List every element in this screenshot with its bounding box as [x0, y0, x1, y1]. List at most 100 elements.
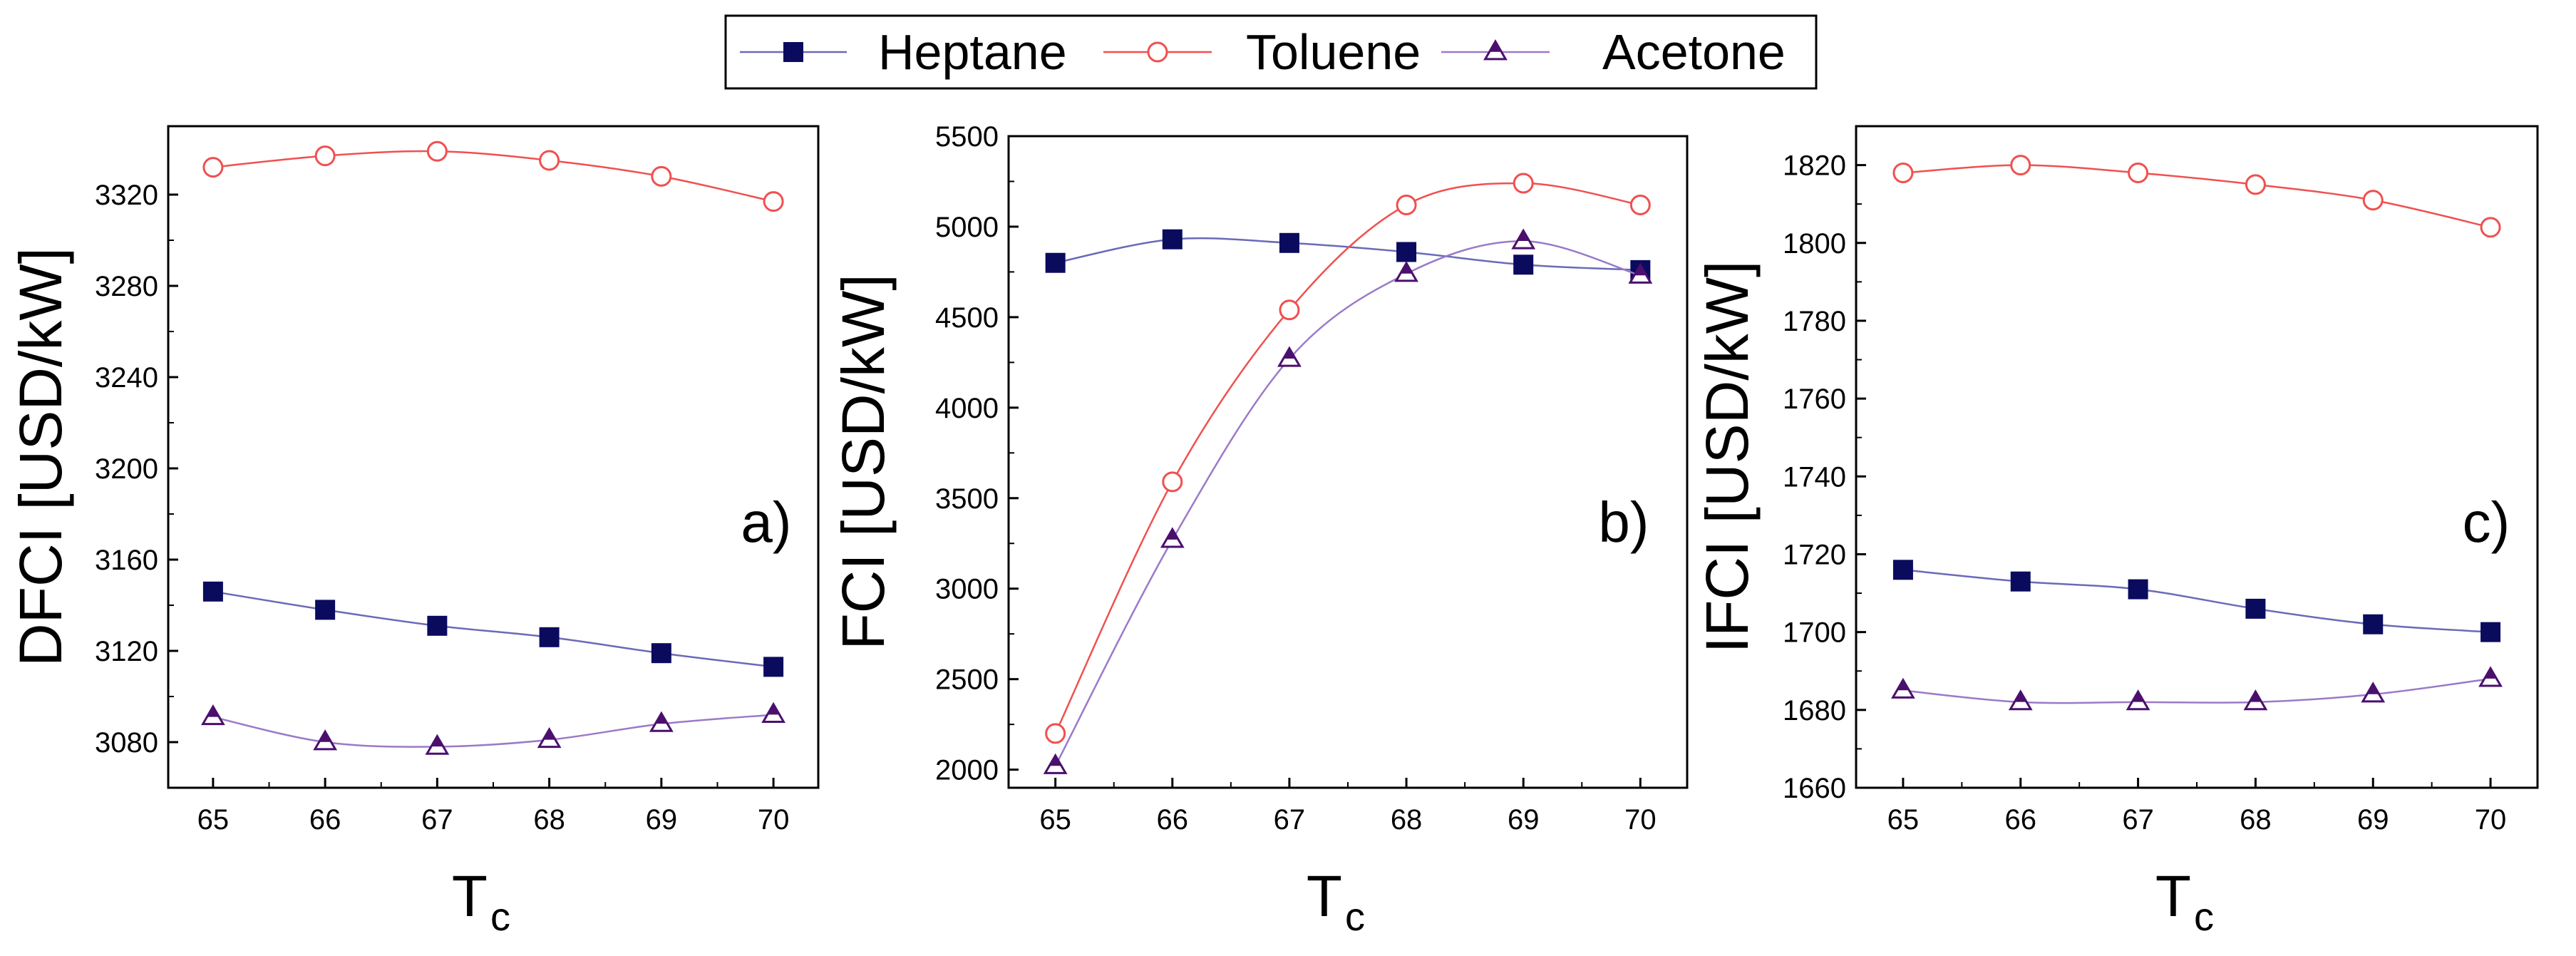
data-point-heptane-1-1	[315, 600, 336, 620]
series-heptane-2	[1045, 229, 1651, 280]
panel-label-1: a)	[741, 490, 791, 554]
data-point-acetone-2-0-fill	[1049, 754, 1063, 766]
legend-marker-acetone-fill	[1488, 40, 1503, 52]
legend-marker-heptane	[783, 42, 803, 62]
data-point-toluene-3-5	[2480, 217, 2501, 238]
data-point-heptane-3-1	[2010, 571, 2031, 592]
series-toluene-3	[1892, 155, 2501, 238]
y-tick-label-3-4: 1740	[1783, 461, 1846, 493]
data-point-acetone-1-2	[425, 734, 450, 755]
legend-label-acetone: Acetone	[1602, 24, 1786, 80]
data-point-acetone-2-3	[1394, 261, 1418, 282]
y-tick-label-3-6: 1780	[1783, 306, 1846, 337]
legend-label-heptane: Heptane	[878, 24, 1067, 80]
data-point-acetone-3-5-fill	[2483, 667, 2498, 679]
data-point-heptane-3-3	[2245, 598, 2266, 619]
chart-panel-1: 3080 3120 3160 3200 3240 3280 3320 65 66 67 68 69 70…	[7, 125, 820, 939]
series-acetone-3	[1891, 666, 2503, 711]
series-line-heptane-3	[1902, 569, 2491, 633]
y-tick-label-2-0: 2000	[935, 755, 999, 786]
data-point-toluene-3-0	[1892, 163, 1914, 184]
data-point-acetone-3-2	[2126, 689, 2150, 711]
legend-box	[724, 14, 1818, 90]
data-point-acetone-1-4	[649, 711, 674, 732]
x-axis-label-main-1: T	[452, 864, 488, 929]
legend-entry-acetone: Acetone	[1441, 24, 1786, 80]
data-point-acetone-1-3	[537, 726, 562, 749]
series-toluene-1	[202, 140, 784, 212]
y-axis-label-1: DFCI [USD/kW]	[7, 247, 74, 667]
y-tick-label-1-4: 3240	[95, 362, 158, 394]
data-point-toluene-1-4	[651, 165, 672, 187]
plot-frame-3	[1855, 125, 2539, 789]
series-line-acetone-2	[1054, 240, 1641, 767]
y-tick-label-1-3: 3200	[95, 453, 158, 485]
data-point-toluene-1-1	[314, 145, 336, 167]
y-tick-label-1-6: 3320	[95, 180, 158, 211]
data-point-acetone-2-0	[1043, 753, 1068, 774]
data-point-toluene-3-4	[2362, 190, 2384, 211]
x-tick-label-3-3: 68	[2240, 804, 2272, 836]
data-point-heptane-2-2	[1279, 232, 1299, 253]
data-point-toluene-2-5	[1629, 194, 1651, 215]
y-tick-label-2-5: 4500	[935, 302, 999, 334]
data-point-acetone-1-1-fill	[318, 730, 332, 742]
data-point-toluene-3-1	[2010, 155, 2031, 176]
data-point-acetone-3-4	[2361, 682, 2386, 703]
legend-label-toluene: Toluene	[1246, 24, 1421, 80]
data-point-acetone-3-0-fill	[1896, 678, 1910, 691]
series-line-toluene-1	[212, 150, 774, 202]
x-tick-label-3-5: 70	[2475, 804, 2507, 836]
data-point-acetone-1-2-fill	[430, 734, 444, 747]
y-tick-label-3-3: 1720	[1783, 539, 1846, 570]
x-tick-label-3-4: 69	[2357, 804, 2389, 836]
series-heptane-3	[1892, 560, 2501, 642]
x-tick-label-3-2: 67	[2122, 804, 2154, 836]
data-point-acetone-3-3-fill	[2248, 690, 2263, 702]
y-axis-label-3: IFCI [USD/kW]	[1694, 261, 1761, 654]
x-tick-label-2-5: 70	[1624, 804, 1657, 836]
panels: 3080 3120 3160 3200 3240 3280 3320 65 66 67 68 69 70…	[7, 121, 2539, 939]
y-tick-label-3-8: 1820	[1783, 150, 1846, 182]
data-point-acetone-2-4	[1511, 228, 1536, 250]
y-tick-label-3-5: 1760	[1783, 384, 1846, 415]
series-heptane-1	[202, 581, 784, 677]
chart-panel-3: 1660 1680 1700 1720 1740 1760 1780 1800 1820 65 66…	[1694, 125, 2539, 939]
data-point-acetone-3-1	[2008, 689, 2033, 711]
x-tick-label-2-4: 69	[1508, 804, 1540, 836]
data-point-acetone-2-1	[1160, 527, 1185, 548]
data-point-acetone-2-1-fill	[1165, 528, 1180, 540]
series-acetone-2	[1043, 228, 1653, 774]
y-tick-label-3-1: 1680	[1783, 695, 1846, 726]
data-point-acetone-1-3-fill	[542, 727, 557, 740]
data-point-toluene-2-4	[1513, 173, 1534, 194]
data-point-heptane-1-5	[763, 657, 784, 677]
data-point-heptane-1-0	[202, 581, 223, 602]
x-axis-label-sub-3: c	[2194, 894, 2214, 939]
data-point-toluene-2-0	[1045, 723, 1066, 744]
data-point-acetone-3-4-fill	[2366, 682, 2380, 694]
data-point-toluene-1-2	[426, 140, 448, 162]
panel-label-2: b)	[1598, 490, 1649, 554]
data-point-acetone-2-4-fill	[1516, 229, 1530, 242]
data-point-acetone-3-0	[1891, 677, 1915, 699]
legend-entry-toluene: Toluene	[1103, 24, 1421, 80]
legend-marker-acetone	[1483, 39, 1508, 61]
x-axis-label-sub-1: c	[490, 894, 510, 939]
data-point-acetone-1-0-fill	[206, 704, 220, 717]
series-acetone-1	[200, 701, 786, 755]
data-point-heptane-1-2	[427, 615, 448, 636]
x-axis-label-main-2: T	[1307, 864, 1342, 929]
x-tick-label-3-0: 65	[1887, 804, 1920, 836]
plot-frame-2	[1007, 135, 1689, 789]
data-point-acetone-2-5	[1628, 262, 1653, 284]
series-line-toluene-3	[1902, 164, 2491, 229]
data-point-heptane-2-0	[1045, 252, 1066, 273]
legend-entry-heptane: Heptane	[740, 24, 1067, 80]
data-point-acetone-2-2-fill	[1282, 346, 1297, 359]
data-point-acetone-1-0	[200, 704, 225, 726]
